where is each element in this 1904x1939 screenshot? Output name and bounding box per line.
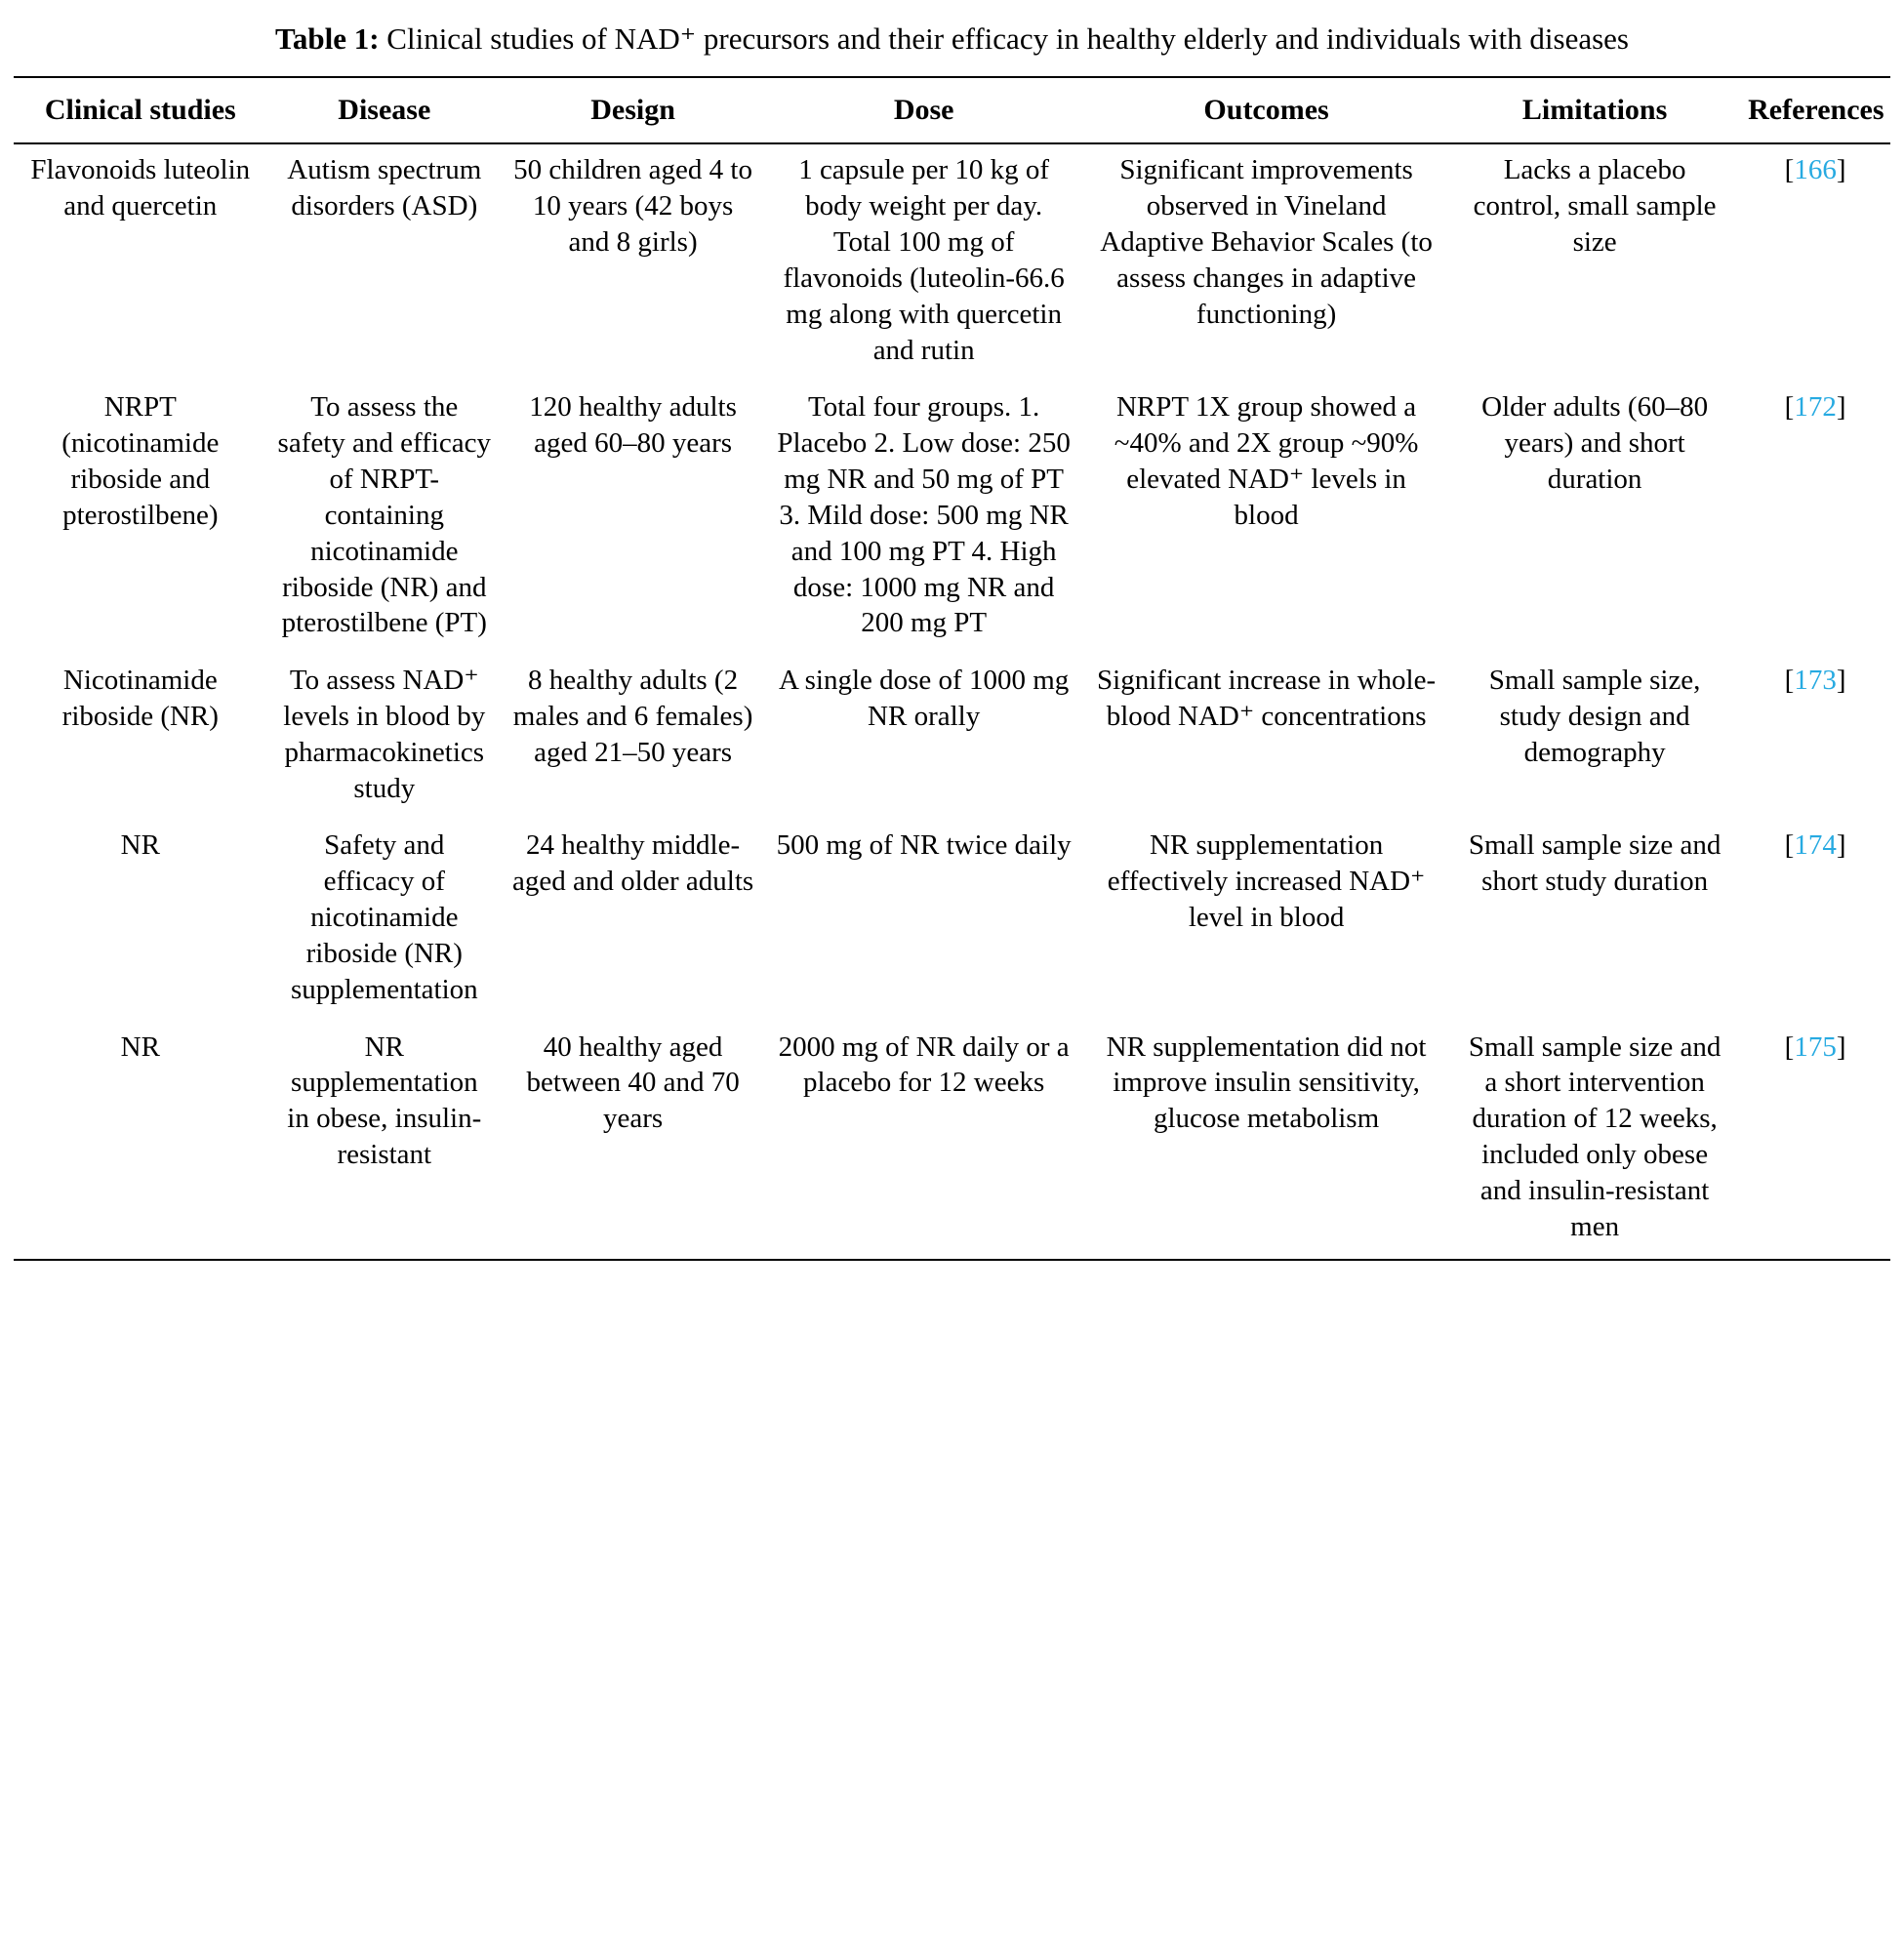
cell-outcomes: Significant improvements observed in Vin… [1100, 154, 1433, 330]
column-header-disease: Disease [266, 77, 502, 145]
cell-disease: To assess the safety and efficacy of NRP… [277, 391, 491, 639]
reference-bracket-close: ] [1836, 391, 1846, 424]
table-header-row: Clinical studies Disease Design Dose Out… [14, 77, 1890, 145]
table-caption-label: Table 1: [275, 21, 380, 56]
cell-outcomes: NRPT 1X group showed a ~40% and 2X group… [1114, 391, 1419, 531]
table-row: Flavonoids luteolin and quercetin Autism… [14, 143, 1890, 382]
table-row: NR NR supplementation in obese, insulin-… [14, 1022, 1890, 1260]
column-header-references: References [1740, 77, 1890, 145]
reference-link[interactable]: 172 [1794, 391, 1837, 424]
cell-dose: 500 mg of NR twice daily [776, 829, 1072, 862]
cell-references: [174] [1740, 820, 1890, 1021]
cell-limitations: Lacks a placebo control, small sample si… [1473, 154, 1717, 259]
cell-outcomes: NR supplementation effectively increased… [1107, 829, 1426, 934]
cell-outcomes: NR supplementation did not improve insul… [1106, 1030, 1427, 1135]
cell-clinical-studies: Nicotinamide riboside (NR) [61, 665, 219, 732]
cell-clinical-studies: NRPT (nicotinamide riboside and pterosti… [61, 391, 220, 531]
cell-references: [172] [1740, 382, 1890, 655]
cell-design: 24 healthy middle-aged and older adults [511, 829, 754, 898]
cell-outcomes: Significant increase in whole-blood NAD⁺… [1097, 665, 1437, 732]
cell-disease: NR supplementation in obese, insulin-res… [287, 1030, 482, 1171]
cell-references: [173] [1740, 655, 1890, 820]
cell-clinical-studies: NR [120, 829, 160, 862]
reference-bracket-open: [ [1784, 829, 1795, 862]
cell-dose: 1 capsule per 10 kg of body weight per d… [783, 154, 1065, 366]
cell-dose: Total four groups. 1. Placebo 2. Low dos… [777, 391, 1071, 639]
table-row: Nicotinamide riboside (NR) To assess NAD… [14, 655, 1890, 820]
clinical-studies-table: Clinical studies Disease Design Dose Out… [14, 76, 1890, 1261]
reference-bracket-close: ] [1836, 1030, 1846, 1063]
cell-dose: A single dose of 1000 mg NR orally [779, 665, 1070, 732]
cell-disease: Autism spectrum disorders (ASD) [287, 154, 482, 222]
cell-clinical-studies: Flavonoids luteolin and quercetin [30, 154, 251, 222]
table-row: NRPT (nicotinamide riboside and pterosti… [14, 382, 1890, 655]
cell-limitations: Older adults (60–80 years) and short dur… [1481, 391, 1709, 496]
cell-design: 50 children aged 4 to 10 years (42 boys … [513, 154, 752, 259]
reference-bracket-close: ] [1836, 665, 1846, 697]
cell-references: [175] [1740, 1022, 1890, 1260]
table-caption: Table 1: Clinical studies of NAD⁺ precur… [14, 10, 1890, 76]
column-header-limitations: Limitations [1449, 77, 1741, 145]
column-header-design: Design [501, 77, 765, 145]
reference-link[interactable]: 175 [1794, 1030, 1837, 1063]
reference-link[interactable]: 166 [1794, 154, 1837, 186]
cell-dose: 2000 mg of NR daily or a placebo for 12 … [778, 1030, 1070, 1099]
cell-disease: To assess NAD⁺ levels in blood by pharma… [283, 665, 486, 804]
reference-bracket-open: [ [1784, 1030, 1795, 1063]
cell-design: 120 healthy adults aged 60–80 years [529, 391, 737, 460]
cell-design: 40 healthy aged between 40 and 70 years [526, 1030, 740, 1135]
cell-disease: Safety and efficacy of nicotinamide ribo… [290, 829, 478, 1005]
column-header-dose: Dose [764, 77, 1084, 145]
reference-bracket-open: [ [1784, 154, 1795, 186]
cell-references: [166] [1740, 143, 1890, 382]
table-caption-text: Clinical studies of NAD⁺ precursors and … [379, 21, 1629, 56]
reference-link[interactable]: 173 [1794, 665, 1837, 697]
reference-bracket-open: [ [1784, 665, 1795, 697]
cell-design: 8 healthy adults (2 males and 6 females)… [512, 665, 753, 768]
reference-link[interactable]: 174 [1794, 829, 1837, 862]
cell-clinical-studies: NR [120, 1030, 160, 1063]
cell-limitations: Small sample size and short study durati… [1468, 829, 1722, 898]
reference-bracket-close: ] [1836, 154, 1846, 186]
reference-bracket-close: ] [1836, 829, 1846, 862]
column-header-clinical-studies: Clinical studies [14, 77, 267, 145]
table-row: NR Safety and efficacy of nicotinamide r… [14, 820, 1890, 1021]
cell-limitations: Small sample size, study design and demo… [1488, 665, 1701, 768]
cell-limitations: Small sample size and a short interventi… [1468, 1030, 1722, 1242]
column-header-outcomes: Outcomes [1083, 77, 1450, 145]
reference-bracket-open: [ [1784, 391, 1795, 424]
